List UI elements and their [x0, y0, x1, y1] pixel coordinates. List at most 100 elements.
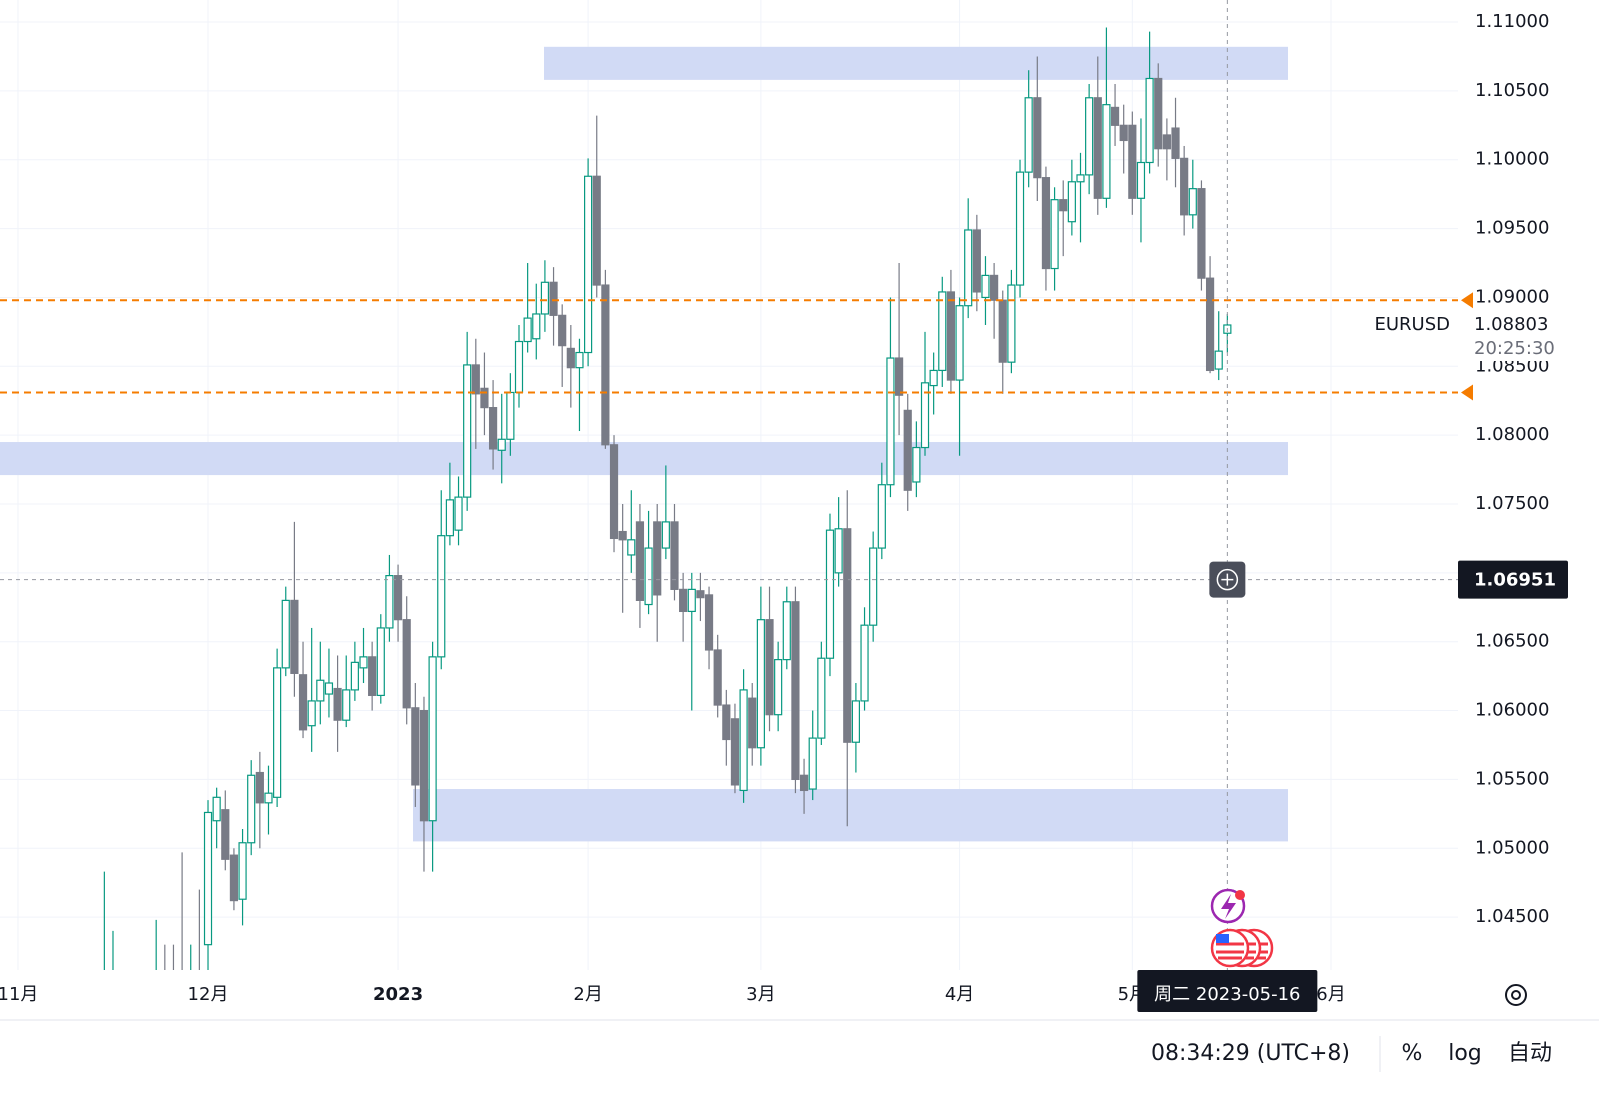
- candle-body: [609, 444, 619, 540]
- add-icon: [1216, 568, 1239, 591]
- candle-body: [990, 274, 999, 301]
- settings-icon[interactable]: [1505, 984, 1527, 1006]
- candle-body: [808, 737, 817, 790]
- candle-body: [1015, 171, 1025, 286]
- candle-body: [558, 314, 567, 347]
- candle-body: [368, 656, 377, 697]
- candle-body: [463, 364, 472, 498]
- candle-body: [1154, 77, 1163, 150]
- candle-body: [393, 575, 403, 621]
- candle-body: [817, 657, 826, 739]
- candle-body: [601, 284, 610, 446]
- last-price-label: 1.08803: [1474, 314, 1548, 335]
- candle-body: [1214, 350, 1223, 370]
- clock: 08:34:29 (UTC+8): [1151, 1041, 1350, 1066]
- y-tick-label: 1.04500: [1475, 906, 1549, 927]
- x-tick-label: 12月: [188, 984, 229, 1005]
- candle-body: [376, 627, 385, 697]
- candle-body: [955, 305, 964, 381]
- candle-body: [187, 972, 194, 1041]
- candle-body: [255, 771, 264, 804]
- candle-body: [419, 709, 429, 822]
- candle-body: [765, 619, 774, 716]
- candle-body: [238, 842, 247, 900]
- candle-body: [1050, 199, 1059, 270]
- candle-body: [273, 667, 282, 798]
- candle-body: [203, 811, 213, 946]
- candle-body: [722, 704, 731, 741]
- candle-body: [782, 601, 791, 661]
- candle-body: [661, 521, 670, 549]
- candle-body: [523, 317, 532, 343]
- candle-body: [298, 674, 308, 731]
- candle-body: [912, 446, 921, 483]
- y-tick-label: 1.10500: [1475, 80, 1549, 101]
- candle-body: [903, 409, 912, 491]
- candle-body: [584, 175, 593, 354]
- candle-body: [938, 291, 947, 372]
- candle-body: [670, 521, 679, 590]
- x-tick-label: 4月: [945, 984, 974, 1005]
- crosshair-date-box: [1137, 970, 1318, 1012]
- grid: [0, 0, 1458, 970]
- candle-body: [101, 1069, 108, 1083]
- level-marker: [1461, 292, 1473, 309]
- candle-body: [1033, 97, 1042, 179]
- candle-body: [575, 351, 584, 369]
- candle-body: [964, 229, 973, 307]
- toolbar-button[interactable]: log: [1448, 1041, 1482, 1066]
- candle-body: [1205, 277, 1215, 372]
- y-tick-label: 1.09500: [1475, 218, 1549, 239]
- candle-body: [799, 774, 809, 792]
- candle-body: [748, 697, 757, 749]
- candle-body: [877, 484, 886, 549]
- candle-body: [497, 438, 506, 451]
- candle-body: [445, 499, 454, 537]
- toolbar-button[interactable]: %: [1402, 1041, 1423, 1066]
- candle-body: [635, 521, 645, 601]
- candle-body: [1093, 97, 1102, 199]
- event-dot: [1235, 890, 1245, 900]
- last-price-box: [1462, 311, 1566, 361]
- candle-body: [1145, 77, 1154, 164]
- candle-body: [127, 1055, 134, 1096]
- candle-body: [1119, 124, 1128, 142]
- candle-body: [1136, 161, 1146, 199]
- candle-body: [488, 407, 498, 450]
- candle-body: [644, 547, 653, 606]
- candle-body: [290, 599, 299, 674]
- candle-body: [144, 986, 151, 1103]
- y-tick-label: 1.09000: [1475, 286, 1549, 307]
- candle-body: [929, 369, 938, 387]
- crosshair-price-box: [1458, 560, 1568, 599]
- candle-body: [679, 588, 688, 613]
- candle-body: [359, 656, 368, 669]
- candle-body: [161, 972, 168, 986]
- y-tick-label: 1.10000: [1475, 149, 1549, 170]
- candle-body: [894, 357, 904, 396]
- symbol-label: EURUSD: [1374, 314, 1450, 335]
- candle-body: [540, 281, 550, 315]
- candle-body: [333, 687, 342, 721]
- candle-body: [212, 796, 221, 822]
- candle-body: [247, 774, 256, 844]
- candle-body: [653, 521, 662, 596]
- y-tick-label: 1.07500: [1475, 493, 1549, 514]
- candle-body: [696, 590, 705, 599]
- zone: [0, 442, 1288, 476]
- candle-body: [1085, 97, 1094, 176]
- candle-body: [307, 700, 316, 727]
- candle-body: [471, 364, 480, 395]
- y-tick-label: 1.08000: [1475, 424, 1549, 445]
- candle-body: [196, 972, 203, 979]
- candle-body: [730, 718, 740, 786]
- y-tick-label: 1.11000: [1475, 11, 1549, 32]
- candle-body: [385, 575, 394, 629]
- candle-body: [170, 986, 177, 1000]
- settings-icon-core: [1511, 990, 1521, 1000]
- y-tick-label: 1.06000: [1475, 700, 1549, 721]
- zone: [413, 789, 1288, 842]
- flag-canton: [1216, 934, 1229, 943]
- candle-body: [1024, 97, 1033, 173]
- toolbar-button[interactable]: 自动: [1508, 1041, 1552, 1066]
